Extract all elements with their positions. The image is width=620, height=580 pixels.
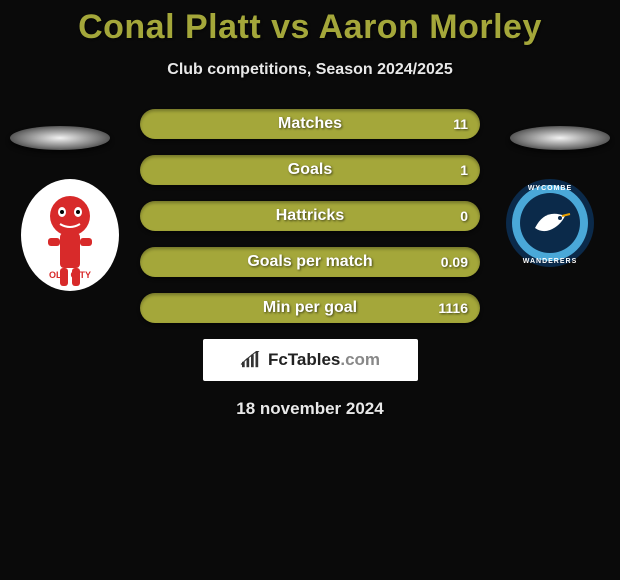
- branding-suffix: .com: [340, 350, 380, 369]
- crest-right-svg: WYCOMBE WANDERERS: [500, 178, 600, 293]
- svg-text:WYCOMBE: WYCOMBE: [528, 185, 572, 192]
- stat-label: Matches: [278, 115, 342, 133]
- svg-text:WANDERERS: WANDERERS: [523, 258, 578, 265]
- subtitle: Club competitions, Season 2024/2025: [0, 61, 620, 79]
- club-crest-left: OLN CITY: [20, 178, 120, 293]
- stat-right: 1116: [438, 300, 468, 316]
- stat-label: Goals per match: [247, 253, 372, 271]
- page-title: Conal Platt vs Aaron Morley: [0, 0, 620, 47]
- stat-row-mpg: Min per goal 1116: [140, 293, 480, 323]
- stat-row-hattricks: Hattricks 0: [140, 201, 480, 231]
- player-arc-right: [510, 126, 610, 150]
- stat-row-matches: Matches 11: [140, 109, 480, 139]
- stat-label: Min per goal: [263, 299, 357, 317]
- stat-row-goals: Goals 1: [140, 155, 480, 185]
- club-crest-right: WYCOMBE WANDERERS: [500, 178, 600, 293]
- stat-right: 1: [460, 162, 468, 178]
- stat-label: Goals: [288, 161, 332, 179]
- branding-text: FcTables.com: [268, 350, 380, 370]
- barchart-icon: [240, 351, 262, 369]
- stat-right: 0: [460, 208, 468, 224]
- stat-label: Hattricks: [276, 207, 344, 225]
- stat-right: 0.09: [441, 254, 468, 270]
- date-text: 18 november 2024: [0, 399, 620, 419]
- crest-left-svg: OLN CITY: [20, 178, 120, 293]
- stats-container: Matches 11 Goals 1 Hattricks 0 Goals per…: [140, 109, 480, 323]
- branding-name: FcTables: [268, 350, 340, 369]
- player-arc-left: [10, 126, 110, 150]
- svg-text:OLN CITY: OLN CITY: [49, 270, 91, 280]
- branding-box: FcTables.com: [203, 339, 418, 381]
- stat-right: 11: [453, 116, 468, 132]
- stat-row-gpm: Goals per match 0.09: [140, 247, 480, 277]
